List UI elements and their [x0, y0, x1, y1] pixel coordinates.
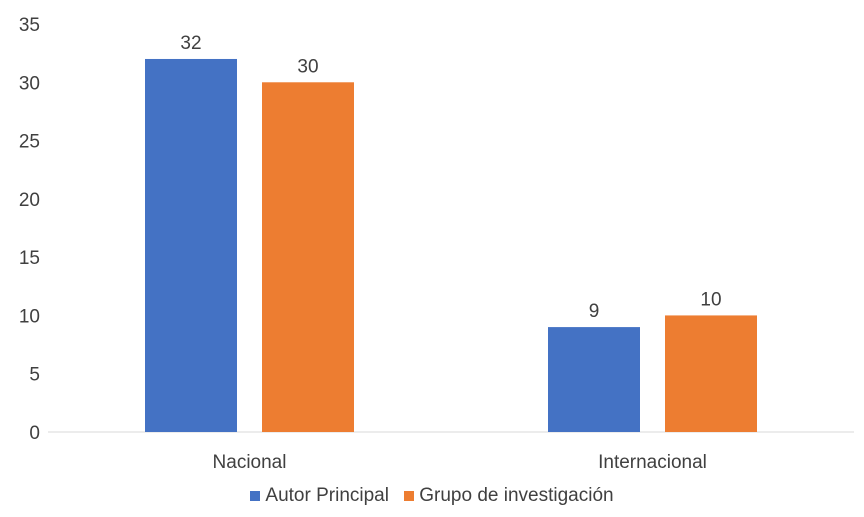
legend-label-autor-principal: Autor Principal — [265, 485, 389, 506]
bar-autor-principal-internacional — [548, 327, 640, 432]
bar-grupo-de-investigacion-nacional — [262, 82, 354, 433]
y-tick-label-25: 25 — [19, 132, 40, 153]
legend-swatch-autor-principal — [250, 491, 261, 501]
legend-item-grupo-de-investigacion: Grupo de investigación — [404, 485, 614, 507]
x-tick-label-nacional: Nacional — [213, 452, 287, 473]
legend-label-grupo-de-investigacion: Grupo de investigación — [419, 485, 614, 506]
y-tick-label-20: 20 — [19, 190, 40, 211]
data-label-autor-principal-internacional: 9 — [589, 301, 600, 322]
y-tick-label-15: 15 — [19, 248, 40, 269]
y-tick-label-5: 5 — [29, 365, 40, 386]
legend-swatch-grupo-de-investigacion — [404, 491, 415, 501]
legend: Autor Principal Grupo de investigación — [0, 485, 864, 507]
y-tick-label-35: 35 — [19, 15, 40, 36]
data-label-autor-principal-nacional: 32 — [180, 33, 201, 54]
y-tick-label-30: 30 — [19, 73, 40, 94]
y-tick-label-0: 0 — [29, 423, 40, 444]
bar-autor-principal-nacional — [145, 58, 237, 432]
data-label-grupo-de-investigacion-nacional: 30 — [297, 56, 318, 77]
bar-chart: 0 5 10 15 20 25 30 35 32 30 Nacional 9 10 Internacion… — [19, 15, 854, 473]
bar-grupo-de-investigacion-internacional — [665, 315, 757, 432]
y-tick-label-10: 10 — [19, 306, 40, 327]
data-label-grupo-de-investigacion-internacional: 10 — [700, 289, 721, 310]
x-tick-label-internacional: Internacional — [598, 452, 707, 473]
legend-item-autor-principal: Autor Principal — [250, 485, 389, 507]
